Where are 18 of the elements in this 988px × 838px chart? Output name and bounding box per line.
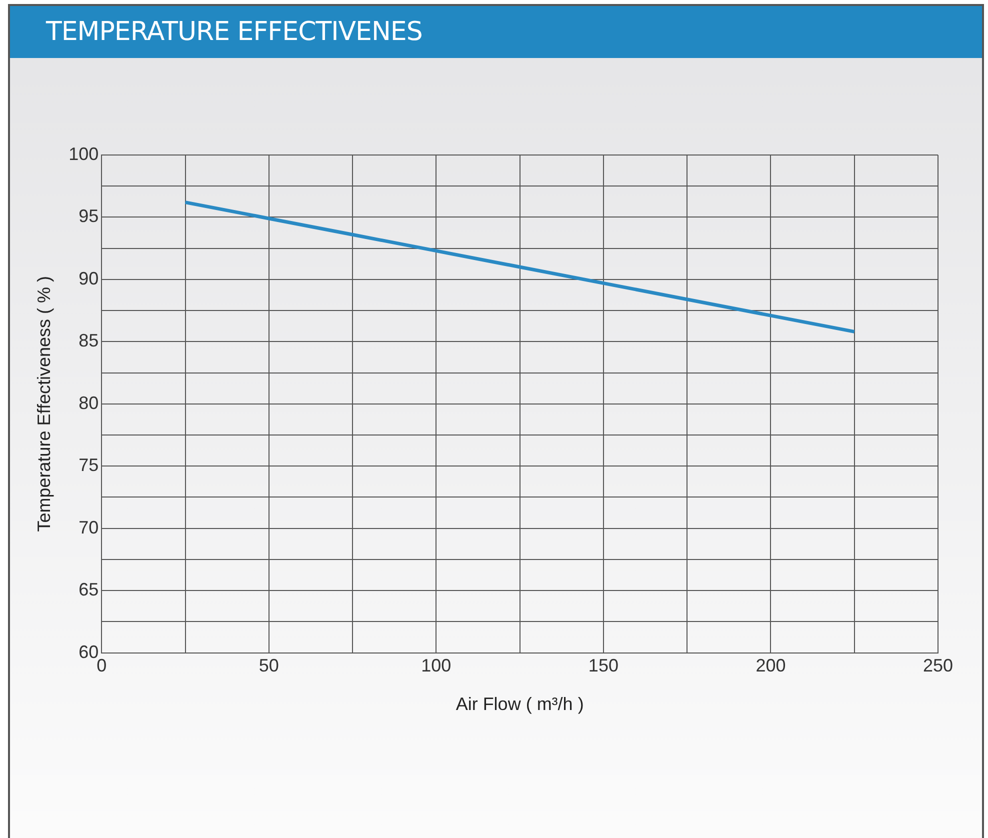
x-tick-label: 0 (96, 656, 107, 676)
x-tick-label: 200 (756, 656, 786, 676)
y-tick-label: 60 (78, 642, 99, 662)
chart-title: TEMPERATURE EFFECTIVENES (10, 6, 982, 58)
x-axis-title: Air Flow ( m³/h ) (456, 694, 584, 714)
y-tick-label: 95 (78, 206, 99, 226)
x-tick-label: 250 (922, 656, 954, 676)
y-tick-label: 85 (78, 330, 99, 351)
y-tick-label: 65 (78, 580, 99, 600)
y-tick-label: 90 (78, 268, 99, 288)
x-tick-label: 50 (258, 656, 279, 676)
y-tick-label: 100 (68, 144, 99, 164)
y-axis-title: Temperature Effectiveness ( % ) (34, 276, 54, 532)
x-tick-label: 100 (421, 656, 452, 676)
y-tick-label: 80 (78, 392, 99, 413)
x-tick-label: 150 (588, 656, 618, 676)
y-tick-label: 75 (78, 455, 99, 476)
y-tick-label: 70 (78, 517, 99, 538)
